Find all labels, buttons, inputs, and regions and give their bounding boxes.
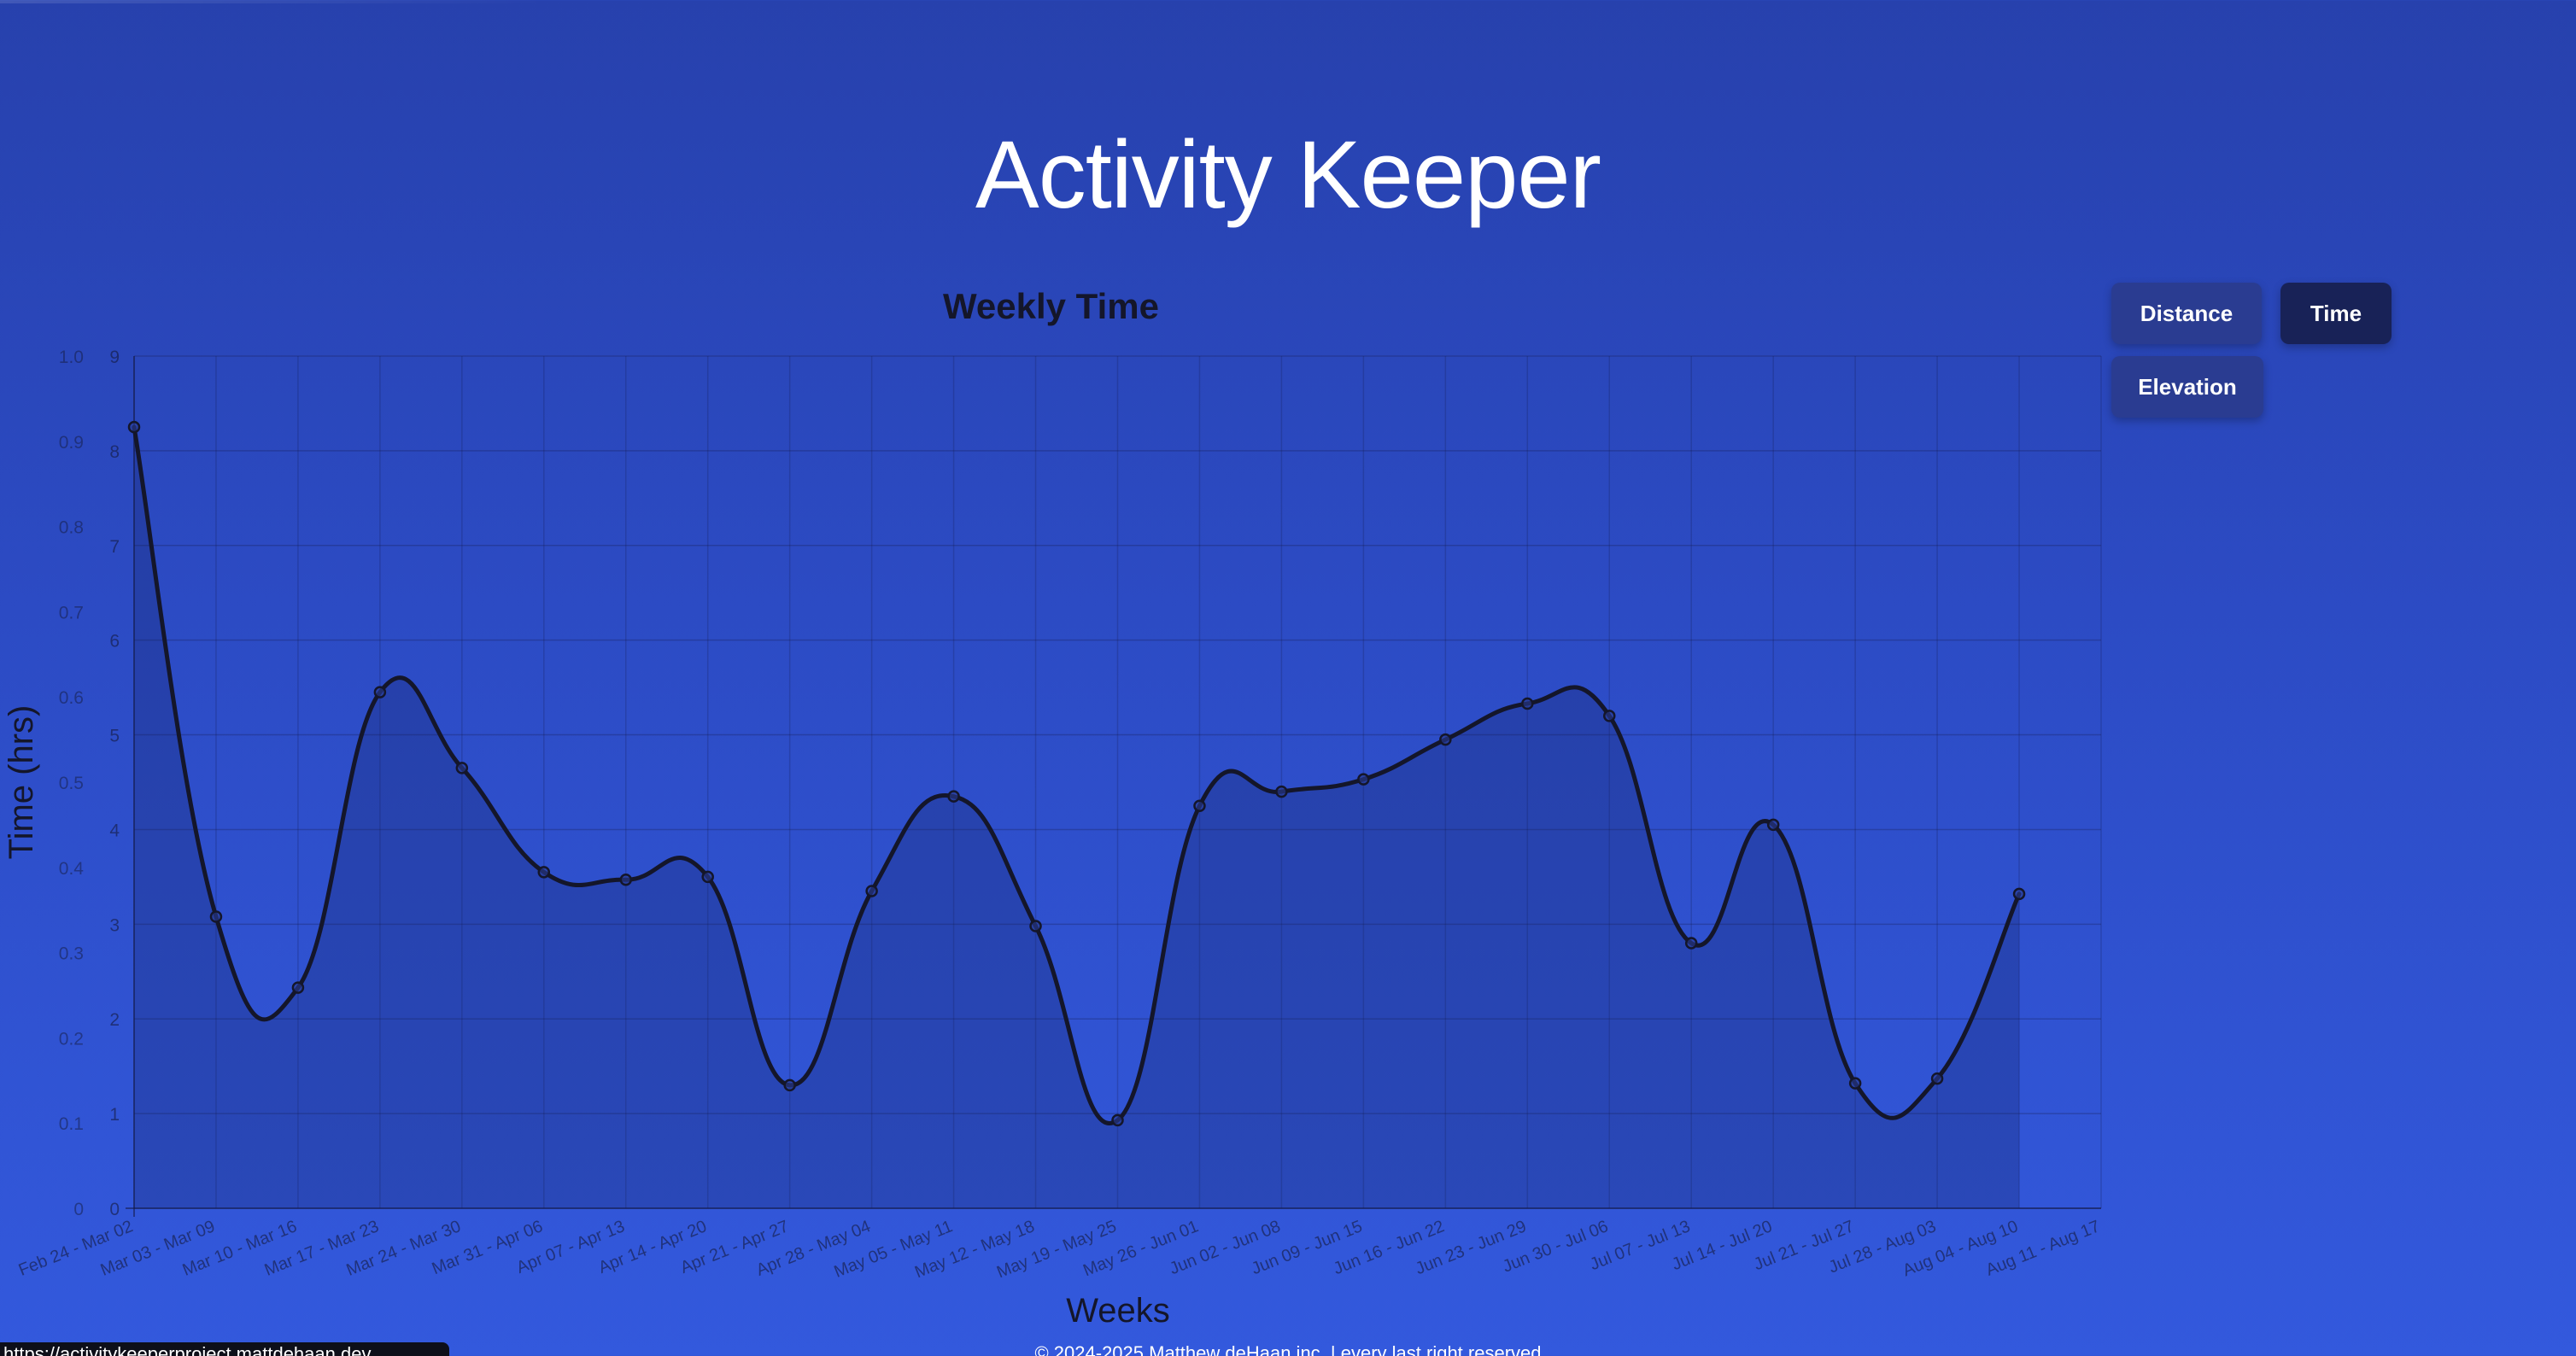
y-tick-label: 6	[109, 632, 120, 652]
y-tick-label: 5	[109, 727, 120, 746]
secondary-y-tick-label: 0.3	[59, 944, 84, 964]
secondary-y-tick-label: 0	[73, 1200, 84, 1219]
y-tick-label: 1	[109, 1105, 120, 1125]
data-point	[455, 762, 469, 774]
data-point	[1439, 733, 1452, 746]
data-point	[1766, 818, 1780, 832]
data-point	[1521, 697, 1534, 710]
y-tick-label: 9	[109, 348, 120, 367]
secondary-y-tick-label: 0.4	[59, 859, 85, 879]
data-point	[1275, 785, 1288, 798]
data-point	[1357, 773, 1370, 786]
footer-copyright: © 2024-2025 Matthew deHaan inc. | every …	[1034, 1342, 1542, 1356]
data-point	[537, 866, 551, 879]
distance-toggle-button[interactable]: Distance	[2111, 283, 2262, 344]
secondary-y-tick-label: 1.0	[59, 348, 84, 367]
top-highlight	[0, 0, 547, 3]
secondary-y-tick-label: 0.7	[59, 603, 84, 622]
secondary-y-tick-label: 0.6	[59, 688, 84, 708]
secondary-y-tick-label: 0.8	[59, 518, 84, 538]
secondary-y-tick-label: 0.2	[59, 1029, 84, 1049]
data-point	[1111, 1113, 1124, 1127]
data-point	[783, 1078, 796, 1092]
weekly-chart: 0 1 2 3 4 5 6 7 8 9 0 0.1 0.2 0.3 0.4 0.5 0.6 0.7 0.8 0.9 1.…	[0, 282, 2118, 1349]
data-point	[947, 790, 960, 803]
secondary-y-tick-label: 0.1	[59, 1114, 84, 1134]
y-tick-label: 4	[109, 821, 120, 840]
weekly-chart-svg: 0 1 2 3 4 5 6 7 8 9 0 0.1 0.2 0.3 0.4 0.5 0.6 0.7 0.8 0.9 1.…	[3, 286, 2103, 1330]
y-tick-label: 7	[109, 537, 120, 557]
data-point	[1848, 1077, 1862, 1090]
data-point	[1029, 920, 1042, 932]
data-point	[127, 420, 141, 434]
x-axis-title: Weeks	[1066, 1292, 1170, 1330]
data-point	[1193, 799, 1206, 812]
data-point	[209, 910, 223, 923]
data-point	[2012, 887, 2026, 901]
chart-title: Weekly Time	[943, 286, 1159, 326]
y-tick-label: 3	[109, 915, 120, 935]
elevation-toggle-button[interactable]: Elevation	[2111, 356, 2263, 418]
data-point	[1930, 1072, 1944, 1085]
page-title: Activity Keeper	[975, 121, 1601, 228]
y-tick-label: 0	[109, 1200, 120, 1219]
y-axis-title: Time (hrs)	[3, 705, 40, 860]
data-point	[701, 870, 714, 884]
data-point	[373, 686, 387, 698]
secondary-y-tick-label: 0.9	[59, 433, 84, 453]
data-point	[291, 981, 305, 994]
series-area-fill	[134, 427, 2020, 1208]
secondary-y-tick-label: 0.5	[59, 774, 84, 793]
time-toggle-button[interactable]: Time	[2280, 283, 2392, 344]
y-tick-label: 8	[109, 442, 120, 462]
y-tick-label: 2	[109, 1010, 120, 1030]
data-point	[865, 885, 878, 897]
status-bar-url: https://activitykeeperproject.mattdehaan…	[0, 1342, 449, 1356]
data-point	[1603, 710, 1616, 722]
data-point	[619, 873, 632, 886]
data-point	[1684, 937, 1698, 950]
